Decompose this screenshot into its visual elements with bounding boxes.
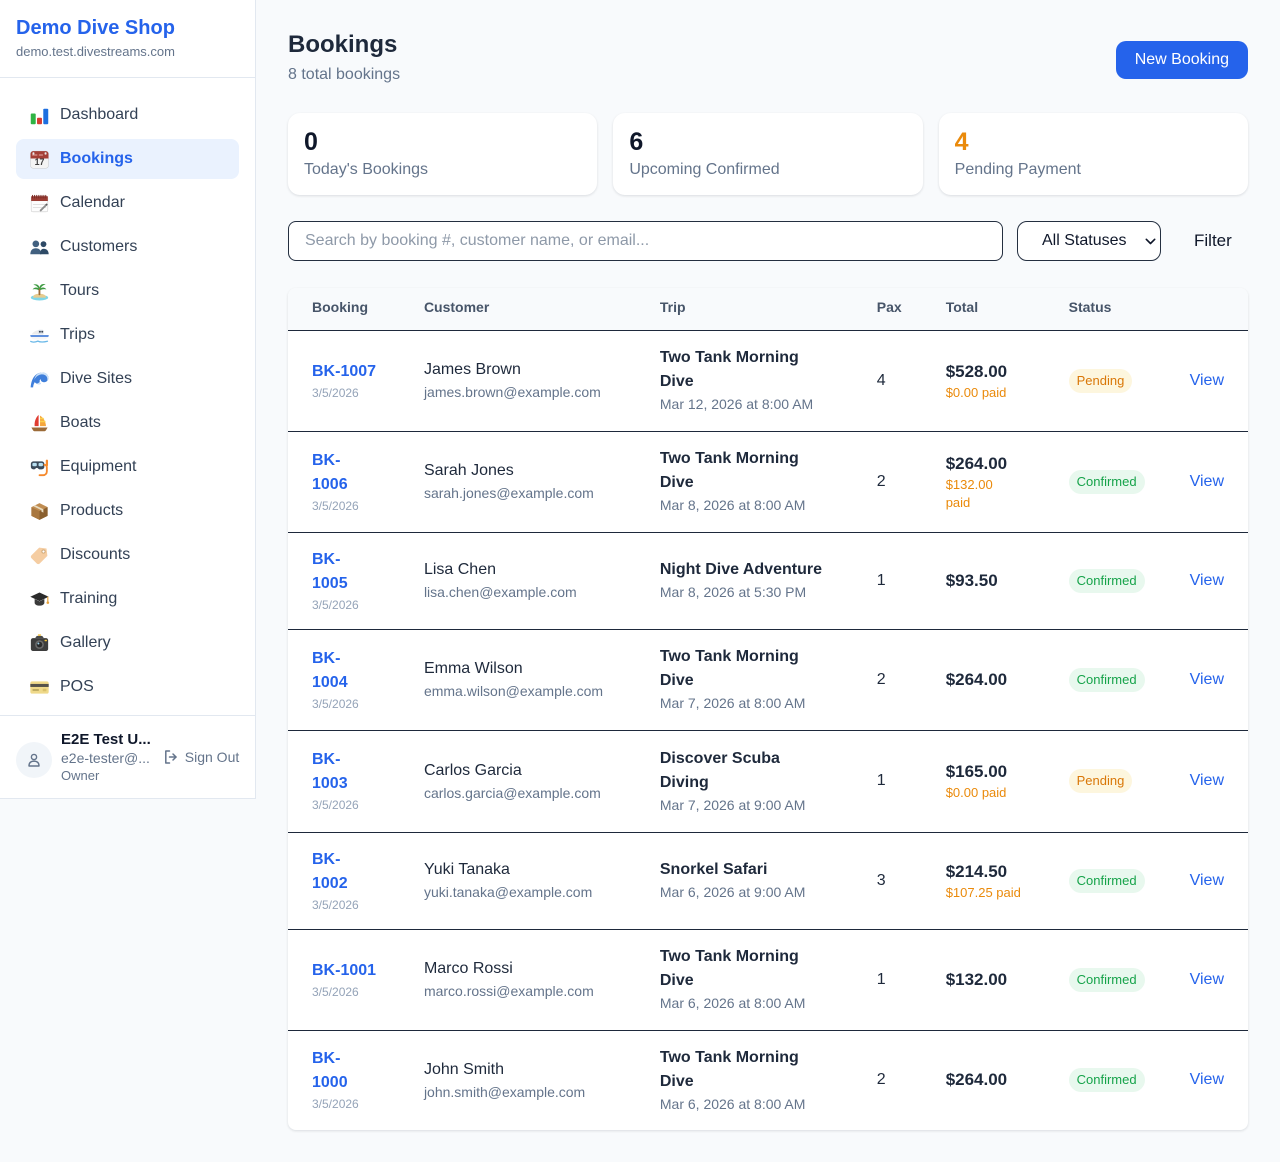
- svg-text:17: 17: [35, 157, 45, 167]
